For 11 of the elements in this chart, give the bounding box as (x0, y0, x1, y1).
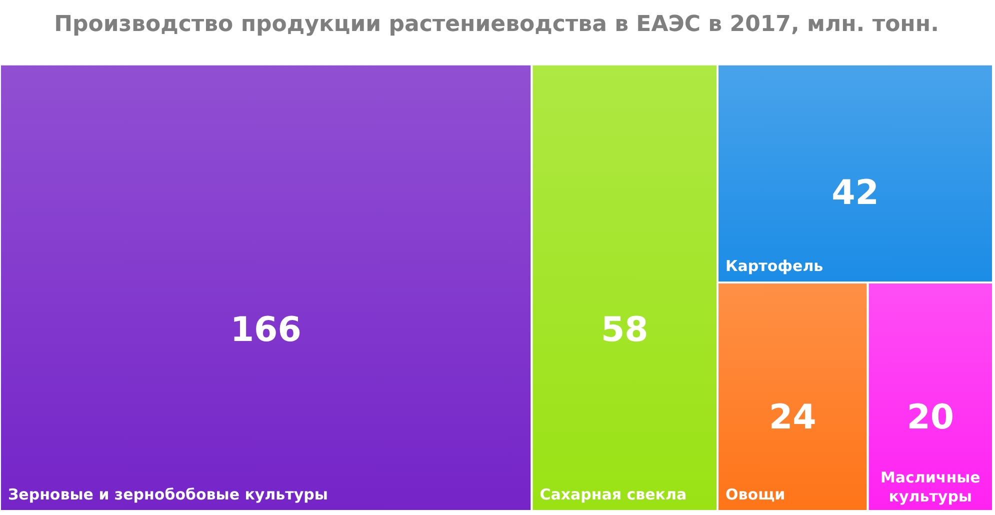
category-label: Картофель (726, 256, 824, 275)
data-label: 166 (230, 310, 302, 350)
category-label: Сахарная свекла (540, 485, 687, 504)
text: Производство продукции растениеводства в ЕАЭС в 2017, млн. тонн. (54, 12, 939, 37)
data-label: 24 (768, 397, 816, 438)
data-label: 42 (832, 173, 879, 214)
data-label: 20 (906, 397, 954, 438)
category-label: Овощи (726, 485, 786, 504)
category-label: Масличные культуры (880, 468, 980, 506)
data-label: 58 (600, 310, 648, 350)
category-label: Зерновые и зернобобовые культуры (8, 485, 328, 504)
